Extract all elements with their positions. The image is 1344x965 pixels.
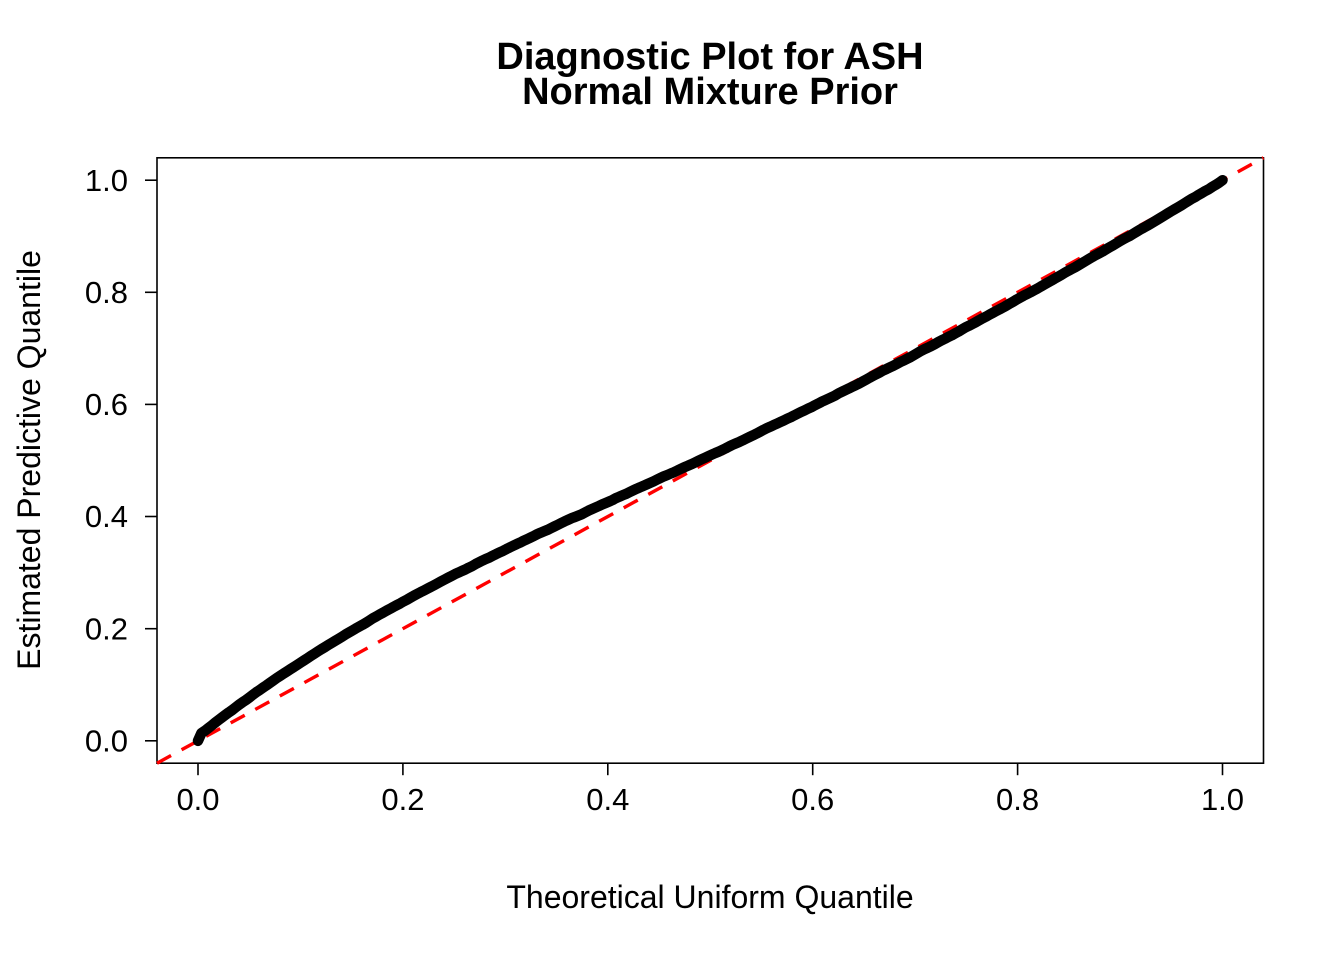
svg-text:0.8: 0.8 bbox=[996, 782, 1039, 817]
svg-text:0.4: 0.4 bbox=[85, 499, 128, 534]
svg-text:0.6: 0.6 bbox=[791, 782, 834, 817]
svg-text:Normal Mixture Prior: Normal Mixture Prior bbox=[522, 71, 898, 113]
svg-text:0.4: 0.4 bbox=[586, 782, 629, 817]
svg-text:0.0: 0.0 bbox=[176, 782, 219, 817]
svg-text:0.2: 0.2 bbox=[85, 611, 128, 646]
svg-text:0.8: 0.8 bbox=[85, 275, 128, 310]
svg-text:0.0: 0.0 bbox=[85, 724, 128, 759]
svg-text:0.6: 0.6 bbox=[85, 387, 128, 422]
svg-text:1.0: 1.0 bbox=[1201, 782, 1244, 817]
svg-text:0.2: 0.2 bbox=[381, 782, 424, 817]
svg-text:1.0: 1.0 bbox=[85, 163, 128, 198]
svg-text:Estimated Predictive Quantile: Estimated Predictive Quantile bbox=[11, 250, 47, 670]
svg-text:Theoretical Uniform Quantile: Theoretical Uniform Quantile bbox=[506, 879, 913, 915]
